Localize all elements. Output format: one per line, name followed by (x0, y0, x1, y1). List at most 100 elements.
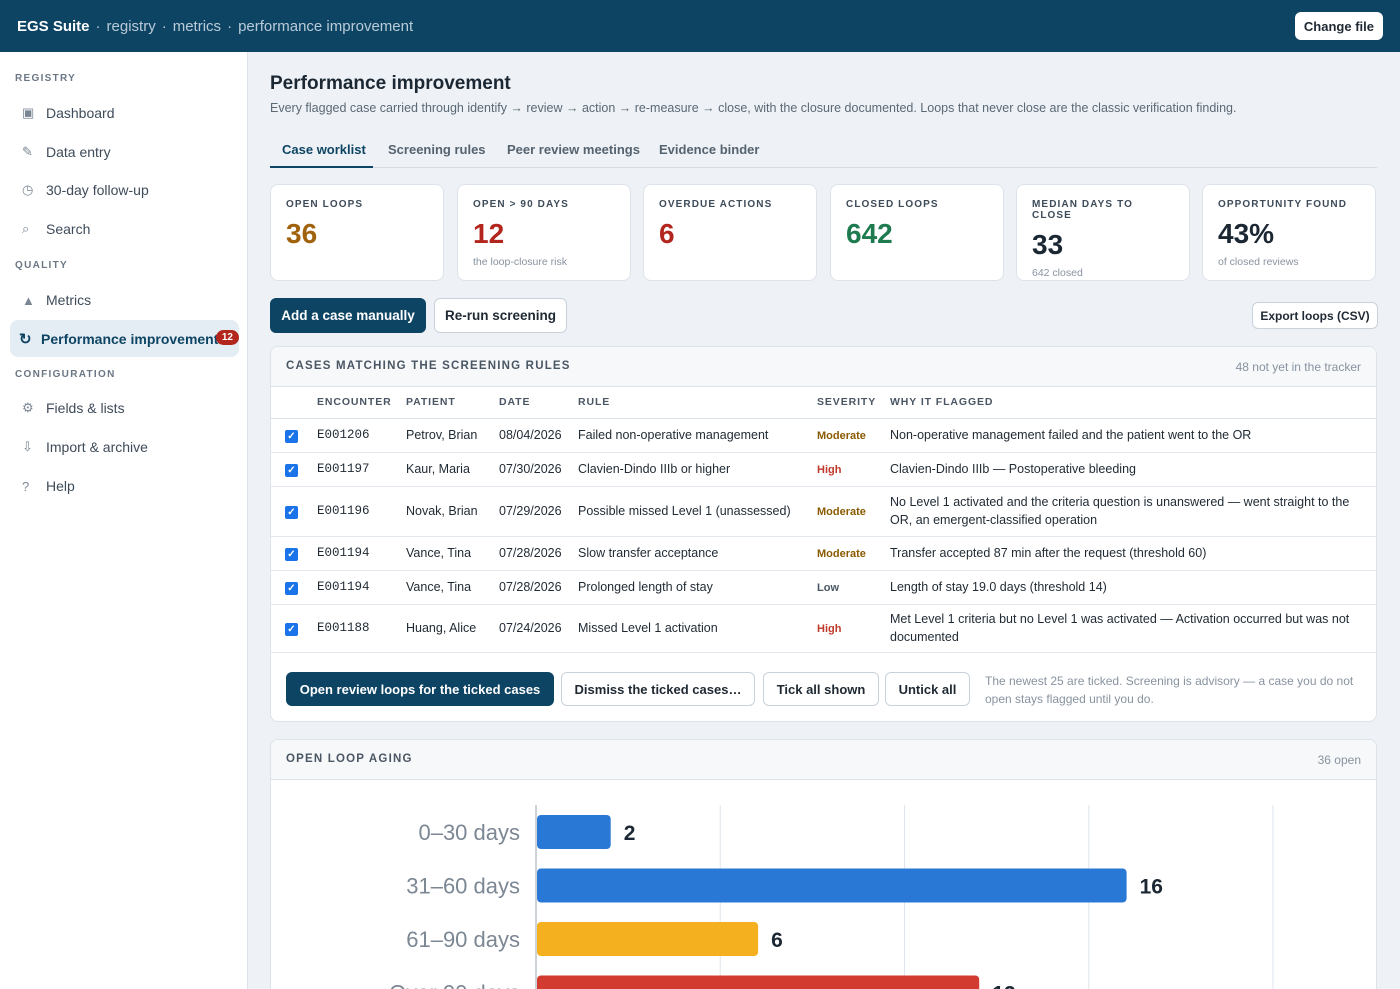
table-row[interactable]: ✓ E001194 Vance, Tina 07/28/2026 Prolong… (271, 570, 1376, 605)
panel-title: OPEN LOOP AGING (286, 753, 413, 765)
tab-screening-rules[interactable]: Screening rules (388, 142, 486, 157)
table-row[interactable]: ✓ E001197 Kaur, Maria 07/30/2026 Clavien… (271, 452, 1376, 487)
severity-badge: High (817, 622, 842, 635)
tick-all-button[interactable]: Tick all shown (763, 672, 879, 706)
kpi-label: OPPORTUNITY FOUND (1218, 199, 1348, 210)
date-cell: 07/30/2026 (499, 452, 578, 487)
kpi-value: 642 (846, 218, 893, 249)
aging-chart: 0–30 days 2 31–60 days 16 61–90 days 6 Over 90… (389, 805, 1274, 989)
date-cell: 07/24/2026 (499, 604, 578, 653)
column-header-date[interactable]: DATE (499, 387, 578, 419)
bar[interactable] (537, 868, 1127, 903)
pencil-icon: ✎ (22, 144, 33, 159)
row-checkbox-cell[interactable]: ✓ (271, 486, 317, 537)
bar[interactable] (537, 815, 611, 849)
kpi-label: OVERDUE ACTIONS (659, 199, 773, 210)
checkbox[interactable]: ✓ (285, 548, 298, 561)
kpi-value: 12 (473, 218, 505, 249)
row-checkbox-cell[interactable]: ✓ (271, 536, 317, 571)
why-cell: Length of stay 19.0 days (threshold 14) (890, 570, 1376, 605)
tab-peer-review-meetings[interactable]: Peer review meetings (507, 142, 640, 157)
column-header-rule[interactable]: RULE (578, 387, 817, 419)
sidebar-item-data-entry[interactable]: ✎ Data entry (10, 134, 239, 170)
untick-all-button[interactable]: Untick all (885, 672, 970, 706)
encounter-cell: E001196 (317, 486, 406, 537)
add-case-button[interactable]: Add a case manually (270, 298, 426, 333)
bar-value-label: 12 (992, 983, 1015, 989)
kpi-subtext: of closed reviews (1218, 256, 1299, 268)
kpi-value: 36 (286, 218, 318, 249)
breadcrumb-registry[interactable]: registry (106, 17, 156, 35)
triangle-icon: ▲ (22, 292, 35, 308)
row-checkbox-cell[interactable]: ✓ (271, 452, 317, 487)
severity-badge: Moderate (817, 505, 866, 518)
cases-panel: CASES MATCHING THE SCREENING RULES 48 no… (270, 346, 1377, 722)
panel-header: CASES MATCHING THE SCREENING RULES 48 no… (271, 347, 1376, 387)
checkbox[interactable]: ✓ (285, 430, 298, 443)
column-header-encounter[interactable]: ENCOUNTER (317, 387, 406, 419)
panel-note: 36 open (1317, 753, 1361, 767)
breadcrumb-separator: · (95, 17, 101, 35)
section-label-configuration: CONFIGURATION (15, 369, 116, 380)
sidebar-item-follow-up[interactable]: ◷ 30-day follow-up (10, 172, 239, 208)
severity-badge: Moderate (817, 547, 866, 560)
breadcrumb-metrics[interactable]: metrics (172, 17, 222, 35)
search-icon: ⌕ (22, 221, 30, 236)
kpi-closed-loops: CLOSED LOOPS 642 (830, 184, 1004, 281)
sidebar-item-label: Data entry (46, 144, 111, 160)
row-checkbox-cell[interactable]: ✓ (271, 604, 317, 653)
sidebar-item-fields-lists[interactable]: ⚙ Fields & lists (10, 390, 239, 426)
severity-badge: Low (817, 581, 839, 594)
column-header-severity[interactable]: SEVERITY (817, 387, 890, 419)
bar-value-label: 2 (624, 822, 636, 845)
section-label-quality: QUALITY (15, 260, 68, 271)
date-cell: 08/04/2026 (499, 418, 578, 453)
sidebar-item-label: Fields & lists (46, 400, 125, 416)
tab-bar: Case worklist Screening rules Peer revie… (270, 132, 1377, 168)
sidebar-item-metrics[interactable]: ▲ Metrics (10, 282, 239, 318)
export-loops-button[interactable]: Export loops (CSV) (1252, 302, 1378, 329)
bar[interactable] (537, 975, 980, 989)
kpi-subtext: the loop-closure risk (473, 256, 567, 268)
table-row[interactable]: ✓ E001194 Vance, Tina 07/28/2026 Slow tr… (271, 536, 1376, 571)
checkbox[interactable]: ✓ (285, 464, 298, 477)
rerun-screening-button[interactable]: Re-run screening (434, 298, 567, 333)
tab-case-worklist[interactable]: Case worklist (282, 142, 366, 157)
checkbox[interactable]: ✓ (285, 506, 298, 519)
column-header-why[interactable]: WHY IT FLAGGED (890, 387, 1376, 419)
checkbox[interactable]: ✓ (285, 582, 298, 595)
bar[interactable] (537, 922, 759, 956)
column-header-patient[interactable]: PATIENT (406, 387, 499, 419)
why-cell: Transfer accepted 87 min after the reque… (890, 536, 1376, 571)
tab-evidence-binder[interactable]: Evidence binder (659, 142, 760, 157)
kpi-overdue-actions: OVERDUE ACTIONS 6 (643, 184, 817, 281)
why-cell: Met Level 1 criteria but no Level 1 was … (890, 604, 1376, 653)
sidebar-item-import-archive[interactable]: ⇩ Import & archive (10, 429, 239, 465)
sidebar-item-search[interactable]: ⌕ Search (10, 211, 239, 247)
download-icon: ⇩ (22, 439, 33, 454)
category-label: Over 90 days (389, 981, 520, 989)
row-checkbox-cell[interactable]: ✓ (271, 570, 317, 605)
patient-cell: Vance, Tina (406, 536, 499, 571)
dismiss-ticked-button[interactable]: Dismiss the ticked cases… (561, 672, 755, 706)
open-review-loops-button[interactable]: Open review loops for the ticked cases (286, 672, 554, 706)
sidebar-item-help[interactable]: ? Help (10, 468, 239, 504)
checkbox-column-header (271, 387, 317, 419)
checkbox[interactable]: ✓ (285, 623, 298, 636)
table-row[interactable]: ✓ E001206 Petrov, Brian 08/04/2026 Faile… (271, 418, 1376, 453)
kpi-subtext: 642 closed (1032, 267, 1083, 279)
app-name: EGS Suite (17, 17, 90, 35)
table-row[interactable]: ✓ E001196 Novak, Brian 07/29/2026 Possib… (271, 486, 1376, 537)
sidebar-item-performance-improvement[interactable]: ↻ Performance improvement 12 (10, 320, 239, 357)
row-checkbox-cell[interactable]: ✓ (271, 418, 317, 453)
sidebar-item-label: Search (46, 221, 91, 237)
patient-cell: Novak, Brian (406, 486, 499, 537)
table-row[interactable]: ✓ E001188 Huang, Alice 07/24/2026 Missed… (271, 604, 1376, 653)
encounter-cell: E001194 (317, 536, 406, 571)
encounter-cell: E001188 (317, 604, 406, 653)
sidebar-item-dashboard[interactable]: ▣ Dashboard (10, 95, 239, 131)
patient-cell: Vance, Tina (406, 570, 499, 605)
change-file-button[interactable]: Change file (1294, 12, 1383, 40)
kpi-open-loops: OPEN LOOPS 36 (270, 184, 444, 281)
severity-badge: High (817, 463, 842, 476)
